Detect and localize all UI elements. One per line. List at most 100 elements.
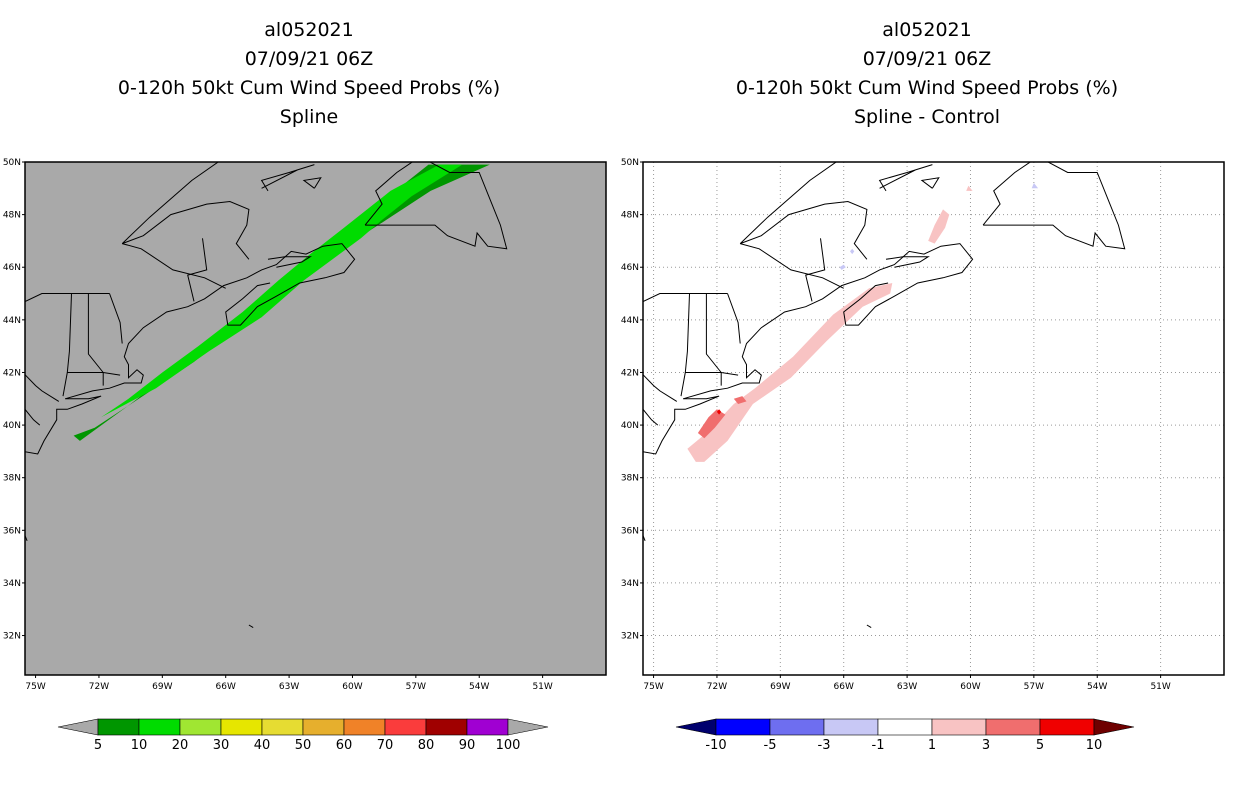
left-title-model: Spline <box>279 106 339 128</box>
y-tick-label: 34N <box>621 579 639 589</box>
coastline <box>878 164 933 192</box>
y-tick-label: 42N <box>621 368 639 378</box>
coastline <box>187 238 208 302</box>
y-tick-label: 40N <box>3 421 21 431</box>
colorbar-label: 90 <box>459 738 476 753</box>
left-title-storm-id: al052021 <box>264 19 354 41</box>
coastline <box>643 373 678 402</box>
coastline <box>364 162 508 250</box>
left-title-init-time: 07/09/21 06Z <box>244 48 374 70</box>
x-tick-label: 63W <box>279 682 299 692</box>
y-tick-label: 32N <box>3 632 21 642</box>
colorbar-label: 5 <box>1036 738 1044 753</box>
coastline <box>121 162 250 260</box>
coastline <box>109 293 123 344</box>
left-title-product: 0-120h 50kt Cum Wind Speed Probs (%) <box>117 77 501 99</box>
coastline <box>739 162 868 260</box>
coastline <box>907 154 983 159</box>
coastline <box>67 372 121 376</box>
coastline <box>25 373 60 402</box>
map-panel-left: 75W 72W 69W 66W 63W 60W 57W 54W 51W 32N 34N 36N 38N 4… <box>3 158 607 753</box>
colorbar-swatch <box>1039 718 1095 736</box>
colorbar-left: 5 10 20 30 40 50 60 70 80 90 100 <box>57 718 549 753</box>
map-frame <box>642 161 1225 676</box>
colorbar-label: 60 <box>336 738 353 753</box>
colorbar-label: -10 <box>705 738 726 753</box>
colorbar-swatch <box>97 718 140 736</box>
colorbar-extend-high <box>1093 718 1135 736</box>
x-tick-label: 57W <box>1024 682 1044 692</box>
x-tick-label: 72W <box>707 682 727 692</box>
map-background <box>25 162 606 675</box>
prob-region--3--1 <box>1031 183 1039 189</box>
x-tick-label: 72W <box>89 682 109 692</box>
colorbar-label: -1 <box>872 738 885 753</box>
prob-region-10-20 <box>101 164 463 418</box>
colorbar-label: 5 <box>94 738 102 753</box>
y-tick-label: 44N <box>3 316 21 326</box>
colorbar-label: 70 <box>377 738 394 753</box>
x-tick-label: 66W <box>216 682 236 692</box>
y-tick-label: 34N <box>3 579 21 589</box>
x-tick-label: 51W <box>532 682 552 692</box>
x-tick-label: 60W <box>342 682 362 692</box>
colorbar-swatch <box>985 718 1041 736</box>
right-title-init-time: 07/09/21 06Z <box>862 48 992 70</box>
coastline <box>740 243 844 289</box>
coastline <box>643 243 974 455</box>
colorbar-label: 100 <box>496 738 521 753</box>
coastline <box>727 293 741 344</box>
coastline <box>122 243 226 289</box>
colorbar-swatch <box>823 718 879 736</box>
x-tick-label: 69W <box>152 682 172 692</box>
colorbar-right: -10 -5 -3 -1 1 3 5 10 <box>675 718 1135 753</box>
y-tick-label: 50N <box>3 158 21 168</box>
colorbar-swatch <box>302 718 345 736</box>
colorbar-swatch <box>138 718 181 736</box>
prob-region-5-10 <box>716 409 722 415</box>
coastline <box>920 177 940 189</box>
colorbar-label: 10 <box>1086 738 1103 753</box>
colorbar-swatch <box>179 718 222 736</box>
x-tick-label: 63W <box>897 682 917 692</box>
colorbar-swatch <box>466 718 509 736</box>
right-panel-title: al052021 07/09/21 06Z 0-120h 50kt Cum Wi… <box>618 16 1236 132</box>
coastline <box>805 238 826 302</box>
colorbar-label: 50 <box>295 738 312 753</box>
coastline <box>643 408 659 426</box>
y-tick-label: 40N <box>621 421 639 431</box>
coastline <box>885 256 930 268</box>
coastline <box>267 256 312 268</box>
y-tick-label: 36N <box>3 526 21 536</box>
colorbar-swatch <box>384 718 427 736</box>
y-tick-label: 38N <box>3 474 21 484</box>
x-tick-label: 69W <box>770 682 790 692</box>
colorbar-swatch <box>877 718 933 736</box>
coastline <box>25 243 356 455</box>
colorbar-extend-low <box>675 718 717 736</box>
colorbar-label: 3 <box>982 738 990 753</box>
coastline <box>25 408 41 426</box>
colorbar-extend-low <box>57 718 99 736</box>
y-tick-label: 44N <box>621 316 639 326</box>
colorbar-label: 30 <box>213 738 230 753</box>
prob-region-3-5 <box>733 396 747 404</box>
prob-region--3--1 <box>850 248 855 255</box>
colorbar-label: -3 <box>818 738 831 753</box>
x-tick-label: 66W <box>834 682 854 692</box>
y-tick-label: 46N <box>621 263 639 273</box>
colorbar-swatch <box>931 718 987 736</box>
colorbar-swatch <box>220 718 263 736</box>
coastline <box>685 372 739 376</box>
x-tick-label: 75W <box>25 682 45 692</box>
colorbar-extend-high <box>507 718 549 736</box>
x-tick-label: 57W <box>406 682 426 692</box>
y-tick-label: 50N <box>621 158 639 168</box>
coastline <box>87 293 104 386</box>
coastline <box>302 177 322 189</box>
y-tick-label: 42N <box>3 368 21 378</box>
map-panel-right: 75W 72W 69W 66W 63W 60W 57W 54W 51W 32N 34N 36N 38N 4… <box>621 154 1225 753</box>
colorbar-label: -5 <box>764 738 777 753</box>
coastline <box>705 293 722 386</box>
colorbar-swatch <box>769 718 825 736</box>
